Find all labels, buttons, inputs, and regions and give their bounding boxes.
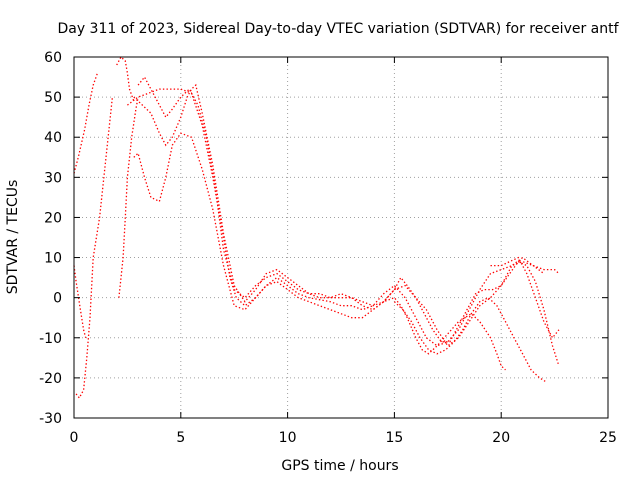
series-track-5 (116, 55, 135, 102)
grid-lines (74, 57, 608, 418)
x-axis-label: GPS time / hours (281, 458, 398, 474)
y-tick-label: -20 (39, 371, 62, 387)
x-tick-label: 0 (70, 430, 79, 446)
y-tick-label: -30 (39, 411, 62, 427)
x-tick-label: 25 (599, 430, 617, 446)
chart-title: Day 311 of 2023, Sidereal Day-to-day VTE… (57, 21, 619, 37)
series-track-1 (73, 72, 99, 174)
x-tick-label: 5 (176, 430, 185, 446)
series-track-8 (133, 83, 545, 347)
series-track-10 (393, 296, 547, 383)
x-tick-label: 15 (385, 430, 403, 446)
y-tick-label: -10 (39, 331, 62, 347)
y-tick-label: 0 (53, 291, 62, 307)
y-tick-label: 60 (44, 50, 62, 66)
series-track-3 (75, 97, 114, 400)
x-tick-label: 10 (279, 430, 297, 446)
series-track-4 (118, 96, 139, 298)
y-tick-label: 50 (44, 90, 62, 106)
plot-frame (73, 56, 609, 419)
y-tick-label: 20 (44, 210, 62, 226)
series-track-11 (490, 256, 560, 339)
x-tick-label: 20 (492, 430, 510, 446)
series-track-9 (137, 75, 560, 367)
y-tick-label: 40 (44, 130, 62, 146)
y-tick-label: 10 (44, 251, 62, 267)
y-axis-label: SDTVAR / TECUs (5, 180, 21, 295)
series-track-7 (133, 132, 506, 371)
axis-ticks: 0 5 10 15 20 25 -30 -20 -10 0 10 20 30 40 50 60 (39, 50, 617, 446)
series-track-2 (73, 265, 87, 338)
data-series (73, 55, 560, 400)
y-tick-label: 30 (44, 170, 62, 186)
